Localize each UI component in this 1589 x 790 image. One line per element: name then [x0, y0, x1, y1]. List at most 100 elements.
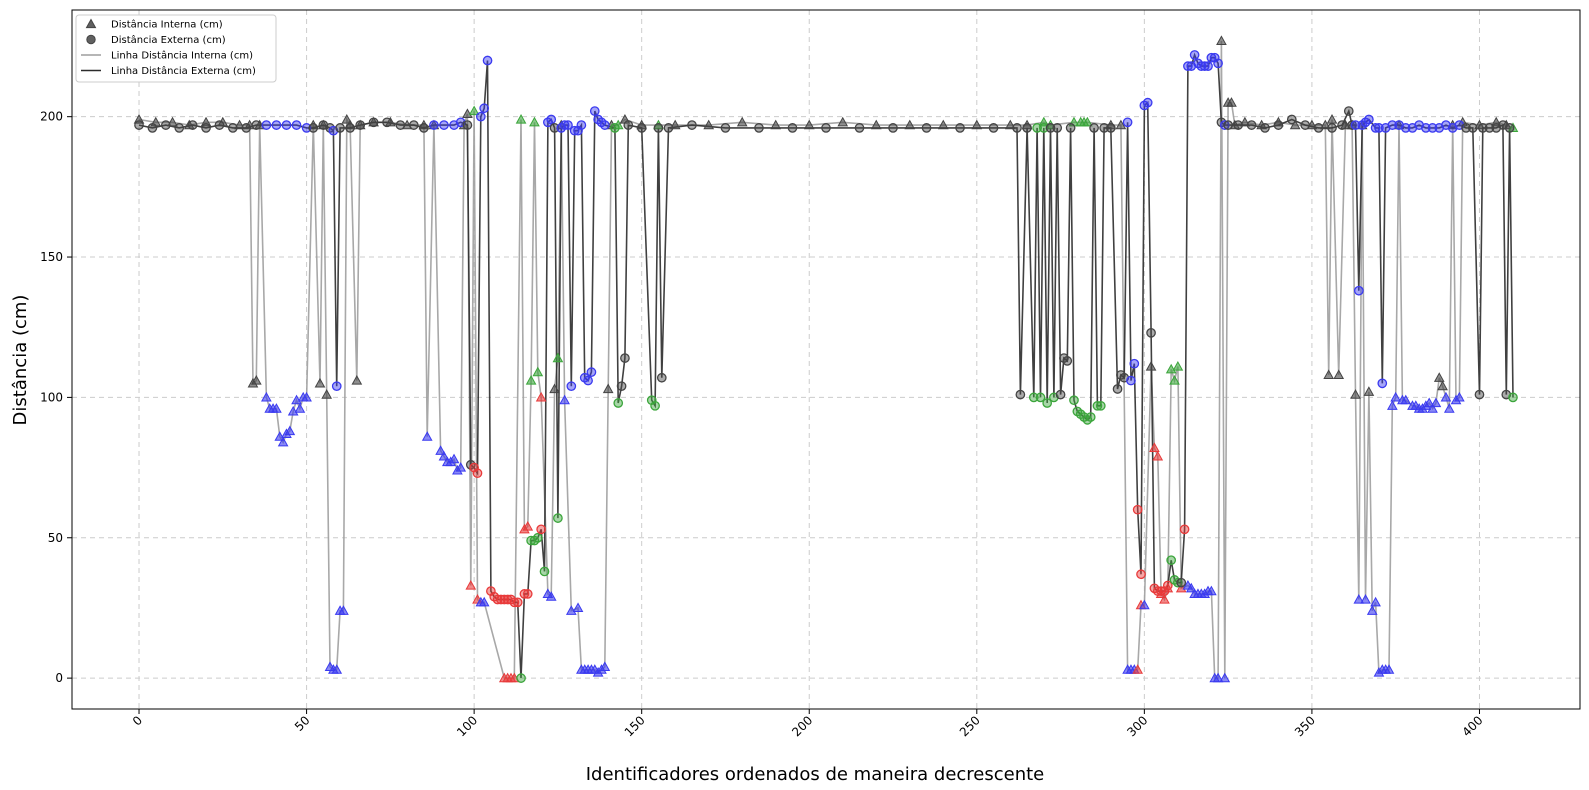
external-distance-point [549, 123, 560, 133]
external-distance-point [1038, 123, 1049, 133]
external-distance-point [214, 120, 225, 130]
internal-distance-point [1165, 363, 1177, 374]
internal-distance-point [1172, 360, 1184, 371]
x-tick-label: 200 [789, 713, 815, 739]
external-distance-point [650, 400, 660, 411]
external-distance-point [1012, 123, 1022, 133]
external-distance-point [174, 123, 185, 133]
external-distance-point [599, 120, 610, 130]
external-distance-point [1085, 412, 1096, 422]
internal-distance-point [438, 450, 450, 461]
external-distance-point [1132, 504, 1143, 515]
external-distance-point [1065, 123, 1076, 133]
external-distance-point [368, 117, 379, 128]
external-distance-point [1374, 123, 1384, 133]
external-distance-point [1420, 123, 1431, 133]
internal-distance-point [549, 383, 560, 394]
external-distance-point [1219, 120, 1230, 130]
x-tick-label: 100 [454, 713, 480, 739]
internal-distance-point [1353, 593, 1365, 604]
external-distance-point [787, 123, 798, 133]
internal-distance-point [1400, 394, 1412, 405]
internal-distance-point [1289, 119, 1301, 130]
internal-distance-point [1169, 375, 1180, 385]
external-distance-point [1162, 580, 1173, 591]
internal-distance-point [284, 425, 296, 436]
external-distance-point [1508, 392, 1518, 403]
external-distance-point [355, 120, 366, 130]
x-tick-label: 150 [622, 713, 648, 739]
x-tick-label: 400 [1459, 713, 1485, 739]
external-distance-point [1022, 123, 1032, 133]
external-distance-point [1387, 120, 1398, 130]
internal-distance-point [183, 119, 195, 130]
internal-distance-point [448, 453, 460, 464]
external-distance-point [160, 120, 171, 130]
internal-distance-point [1212, 672, 1224, 683]
internal-distance-point [287, 405, 299, 416]
internal-distance-point [559, 394, 570, 405]
external-distance-line [138, 52, 1514, 679]
external-distance-point [1042, 398, 1053, 408]
external-distance-point [482, 55, 493, 66]
internal-distance-point [1082, 116, 1093, 127]
series-layer [133, 35, 1519, 683]
internal-distance-point [937, 119, 949, 130]
external-distance-point [1032, 123, 1042, 133]
external-distance-point [251, 120, 262, 130]
external-distance-point [1300, 120, 1311, 130]
internal-distance-point [837, 116, 849, 127]
internal-distance-point [462, 108, 473, 118]
internal-distance-point [294, 403, 306, 413]
external-distance-point [1062, 356, 1073, 366]
external-distance-point [720, 123, 731, 133]
external-distance-point [1206, 52, 1217, 63]
external-distance-point [1035, 392, 1046, 403]
internal-distance-point [1219, 672, 1231, 683]
external-distance-point [1092, 400, 1103, 411]
external-distance-point [1173, 577, 1183, 588]
internal-distance-point [803, 119, 815, 130]
external-distance-point [687, 120, 697, 130]
internal-distance-point [1440, 391, 1452, 402]
external-distance-point [1142, 97, 1153, 108]
internal-distance-point [1383, 664, 1395, 674]
internal-distance-point [1454, 391, 1465, 402]
external-distance-point [1337, 120, 1347, 130]
internal-distance-point [250, 375, 262, 385]
external-distance-point [1353, 285, 1364, 296]
plot-frame [71, 9, 1581, 710]
external-distance-point [586, 367, 597, 377]
internal-distance-point [1350, 389, 1361, 399]
external-distance-point [201, 123, 211, 133]
external-distance-point [1203, 61, 1213, 71]
external-distance-point [536, 524, 547, 535]
external-distance-point [1467, 123, 1478, 133]
legend-item: Linha Distância Externa (cm) [81, 65, 256, 77]
external-distance-point [228, 123, 238, 133]
external-distance-point [1327, 123, 1337, 133]
external-distance-point [395, 120, 406, 130]
external-distance-point [539, 566, 550, 577]
internal-distance-point [1159, 593, 1170, 604]
external-distance-point [620, 353, 630, 363]
internal-distance-point [525, 375, 537, 385]
internal-distance-point [522, 521, 534, 531]
legend-label: Distância Interna (cm) [111, 19, 223, 31]
internal-distance-point [1437, 380, 1448, 391]
internal-distance-point [1115, 119, 1127, 130]
external-distance-point [1089, 123, 1099, 133]
internal-distance-line [138, 40, 1514, 679]
internal-distance-point [1423, 397, 1435, 408]
internal-distance-point [971, 119, 983, 130]
internal-distance-point [1323, 369, 1335, 380]
external-distance-point [1364, 114, 1374, 125]
legend-box [75, 14, 277, 83]
external-distance-point [301, 123, 312, 133]
internal-distance-point [552, 352, 564, 363]
legend-item: Distância Externa (cm) [86, 34, 226, 46]
internal-distance-point [1185, 582, 1197, 593]
x-tick-label: 50 [292, 713, 313, 734]
